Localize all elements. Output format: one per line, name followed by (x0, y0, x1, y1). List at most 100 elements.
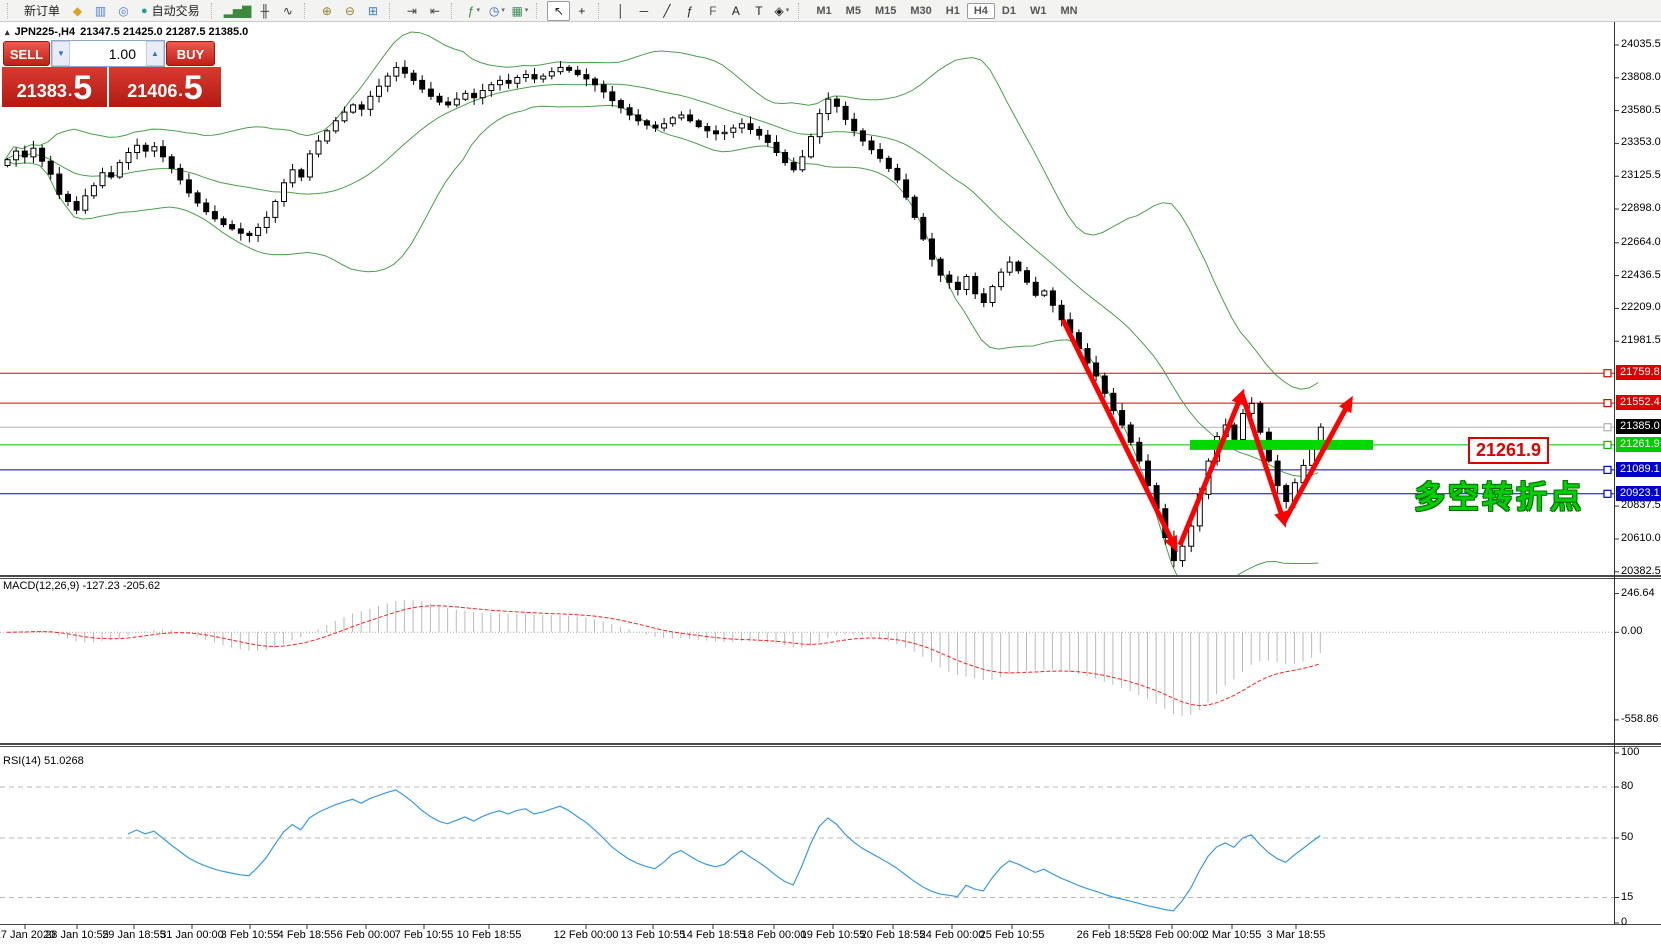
zoom-out-icon[interactable]: ⊖ (344, 3, 355, 18)
candlestick-chart-icon[interactable]: ╫ (260, 3, 270, 18)
timeframe-m15[interactable]: M15 (874, 4, 897, 17)
time-axis-label: 18 Feb 00:00 (741, 929, 807, 941)
timeframe-w1[interactable]: W1 (1029, 4, 1047, 17)
line-handle[interactable] (1603, 440, 1612, 449)
new-order-button[interactable]: 新订单 (18, 2, 66, 20)
time-axis-label: 2 Mar 10:55 (1202, 929, 1262, 941)
period-icon[interactable]: ◷ ▾ (488, 3, 505, 18)
trend-arrow-3[interactable] (1239, 393, 1288, 528)
price-callout-label[interactable]: 21261.9 (1468, 437, 1550, 464)
chart-header: ▴ JPN225-,H4 21347.5 21425.0 21287.5 213… (5, 26, 248, 38)
line-handle[interactable] (1603, 369, 1612, 378)
price-axis-border (1614, 22, 1615, 924)
pane-separator-rsi[interactable] (0, 746, 1661, 747)
toolbar-separator (451, 2, 458, 19)
rsi-axis-label: 15 (1621, 890, 1634, 903)
timeframe-m5[interactable]: M5 (845, 4, 861, 17)
horizontal-line-icon[interactable]: ─ (639, 3, 649, 18)
timeframe-m30[interactable]: M30 (910, 4, 932, 17)
volume-stepper[interactable]: ▼ 1.00 ▲ (51, 40, 165, 67)
line-chart-icon[interactable]: ∿ (282, 3, 293, 18)
market-watch-icon[interactable]: ▥ (94, 3, 107, 18)
price-axis-label: 20610.0 (1621, 531, 1661, 544)
template-icon-dropdown-icon[interactable]: ▾ (524, 6, 529, 14)
crosshair-icon[interactable]: + (578, 3, 586, 18)
pane-separator-macd[interactable] (0, 578, 1661, 579)
new-order-button-label: 新订单 (24, 4, 61, 18)
time-axis-label: 7 Feb 10:55 (394, 929, 454, 941)
timeframe-h4[interactable]: H4 (966, 2, 995, 19)
trend-arrow-4[interactable] (1281, 395, 1353, 524)
line-handle[interactable] (1603, 399, 1612, 408)
line-handle[interactable] (1603, 465, 1612, 474)
support-zone-bar[interactable] (1190, 439, 1373, 450)
price-tag-21552.4: 21552.4 (1616, 395, 1661, 411)
price-axis-label: 22664.0 (1621, 235, 1661, 248)
history-center-icon[interactable]: ◆ (72, 3, 83, 18)
trendline-icon[interactable]: ╱ (663, 3, 671, 18)
algo-trading-button-label: 自动交易 (151, 4, 200, 18)
trend-arrow-2[interactable] (1177, 388, 1245, 546)
price-axis-label: 20382.5 (1621, 564, 1661, 577)
timeframe-m1[interactable]: M1 (816, 4, 832, 17)
toolbar: 新订单 ◆ ▥ ◎ ● 自动交易 ▂▅▇ ╫ ∿ ⊕ ⊖ ⊞ ⇥ ⇤ ƒ ▾ ◷ ▾ ▦ ▾ ↖ + │ ─ ╱ ƒ F A T ◈ ▾ M1… (0, 0, 1661, 22)
rsi-line (127, 789, 1321, 912)
indicators-icon-dropdown-icon[interactable]: ▾ (476, 6, 480, 14)
time-axis-label: 28 Jan 10:55 (45, 929, 109, 941)
indicators-icon[interactable]: ƒ ▾ (467, 3, 480, 18)
bid-int: 21383 (16, 81, 67, 101)
ask-price-button[interactable]: 21406 . 5 (109, 67, 221, 107)
buy-button[interactable]: BUY (166, 41, 215, 66)
price-axis-label: 22209.0 (1621, 301, 1661, 314)
zoom-in-icon[interactable]: ⊕ (321, 3, 332, 18)
vertical-line-icon[interactable]: │ (617, 3, 625, 18)
period-icon-dropdown-icon[interactable]: ▾ (501, 6, 505, 14)
time-axis-label: 13 Feb 10:55 (620, 929, 686, 941)
auto-scroll-icon[interactable]: ⇥ (406, 3, 417, 18)
line-handle[interactable] (1603, 423, 1612, 432)
trend-arrow-1[interactable] (1060, 318, 1178, 553)
price-axis-label: 23808.0 (1621, 70, 1661, 83)
time-axis-label: 19 Feb 10:55 (800, 929, 866, 941)
bollinger-bands (4, 31, 1319, 575)
time-axis-label: 12 Feb 00:00 (553, 929, 619, 941)
template-icon[interactable]: ▦ ▾ (511, 3, 529, 18)
time-axis-label: 31 Jan 00:00 (160, 929, 224, 941)
time-axis-label: 4 Feb 18:55 (277, 929, 337, 941)
toolbar-separator (536, 2, 543, 19)
time-axis-label: 6 Feb 00:00 (336, 929, 396, 941)
volume-up-button[interactable]: ▲ (146, 41, 164, 66)
tile-windows-icon[interactable]: ⊞ (367, 3, 378, 18)
one-click-collapse-icon[interactable]: ▴ (5, 26, 10, 37)
text-icon[interactable]: A (731, 3, 740, 18)
chart-shift-icon[interactable]: ⇤ (429, 3, 440, 18)
bid-price-button[interactable]: 21383 . 5 (2, 67, 107, 107)
sell-button[interactable]: SELL (3, 41, 50, 66)
volume-down-button[interactable]: ▼ (52, 41, 70, 66)
price-axis-label: 24035.5 (1621, 37, 1661, 50)
fibonacci-icon[interactable]: F (709, 3, 717, 18)
signals-icon[interactable]: ◎ (118, 3, 129, 18)
timeframe-h1[interactable]: H1 (945, 4, 960, 17)
shapes-icon-dropdown-icon[interactable]: ▾ (785, 6, 790, 14)
timeframe-mn[interactable]: MN (1060, 4, 1078, 17)
macd-axis-label: 0.00 (1621, 625, 1643, 638)
timeframe-d1[interactable]: D1 (1001, 4, 1016, 17)
equidistant-channel-icon[interactable]: ƒ (686, 3, 694, 18)
time-axis-label: 28 Feb 00:00 (1139, 929, 1205, 941)
turning-point-annotation[interactable]: 多空转折点 (1414, 480, 1584, 515)
algo-trading-button[interactable]: ● 自动交易 (135, 2, 206, 20)
cursor-icon[interactable]: ↖ (547, 0, 571, 21)
bar-chart-icon[interactable]: ▂▅▇ (223, 3, 252, 18)
time-axis-label: 25 Feb 10:55 (979, 929, 1045, 941)
text-label-icon[interactable]: T (755, 3, 763, 18)
chart-ohlc-values: 21347.5 21425.0 21287.5 21385.0 (80, 26, 249, 38)
toolbar-separator (210, 2, 218, 19)
line-handle[interactable] (1603, 489, 1612, 498)
price-axis-label: 23580.5 (1621, 103, 1661, 116)
one-click-trade-panel: SELL ▼ 1.00 ▲ BUY 21383 . 5 21406 . 5 (0, 40, 224, 108)
shapes-icon[interactable]: ◈ ▾ (774, 3, 790, 18)
volume-value[interactable]: 1.00 (108, 45, 136, 62)
time-axis-label: 3 Feb 10:55 (220, 929, 280, 941)
